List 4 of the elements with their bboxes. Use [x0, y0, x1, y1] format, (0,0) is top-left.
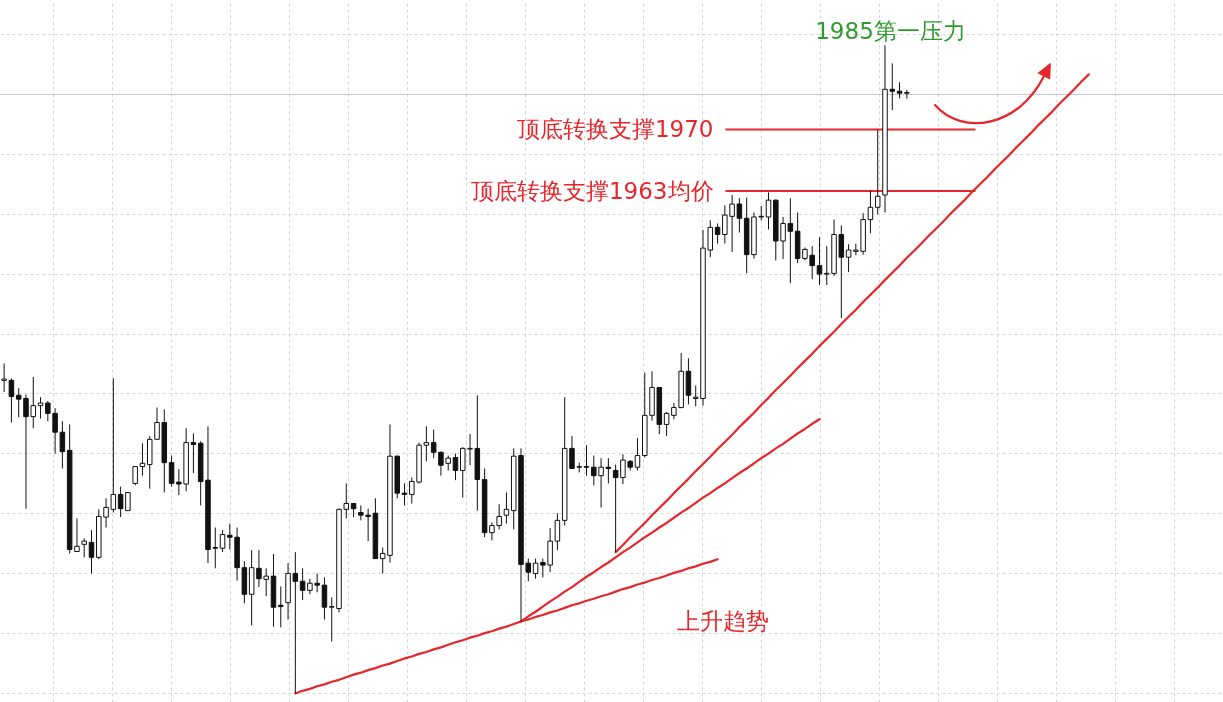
- ref-line-label: 顶底转换支撑1970: [516, 116, 714, 143]
- text: 1985第一压力: [815, 17, 966, 44]
- ref-line-label: 顶底转换支撑1963均价: [470, 178, 714, 205]
- annotation: 上升趋势: [676, 607, 769, 634]
